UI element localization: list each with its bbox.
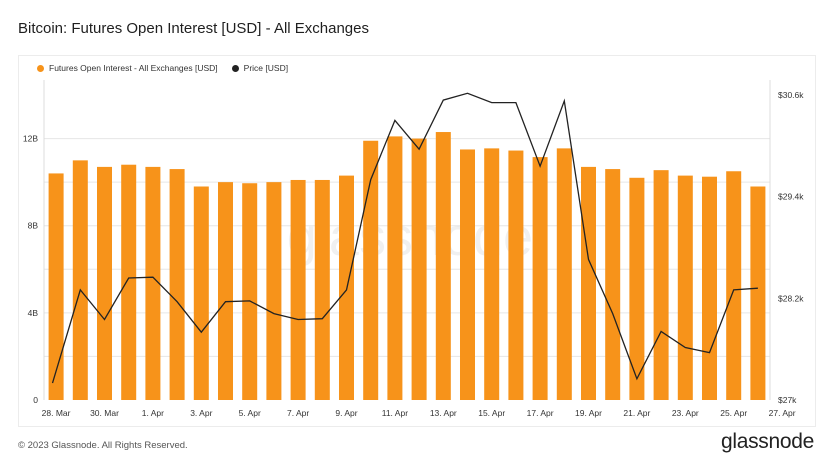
- bar-open-interest: [217, 182, 234, 400]
- bar-open-interest: [484, 148, 500, 400]
- price-line-series: [51, 92, 758, 384]
- y-right-tick-label: $29.4k: [778, 192, 804, 202]
- x-tick-label: 9. Apr: [335, 408, 357, 418]
- x-tick-label: 25. Apr: [720, 408, 747, 418]
- legend-swatch-open-interest: [37, 64, 44, 72]
- legend-item-open-interest[interactable]: Futures Open Interest - All Exchanges [U…: [37, 63, 218, 73]
- bar-open-interest: [96, 166, 113, 400]
- x-tick-label: 23. Apr: [672, 408, 699, 418]
- bar-open-interest: [508, 150, 524, 400]
- y-left-tick-label: 4B: [28, 308, 39, 318]
- bar-open-interest: [580, 166, 597, 400]
- bar-open-interest: [169, 169, 185, 400]
- bar-open-interest: [556, 148, 572, 400]
- bar-open-interest: [459, 149, 476, 400]
- x-tick-label: 30. Mar: [90, 408, 119, 418]
- y-right-tick-label: $28.2k: [778, 293, 804, 303]
- bar-open-interest: [48, 173, 64, 400]
- brand-logo: glassnode: [720, 430, 814, 453]
- bar-open-interest: [387, 136, 403, 400]
- bar-open-interest: [726, 171, 742, 400]
- bar-open-interest: [266, 182, 282, 400]
- copyright-text: © 2023 Glassnode. All Rights Reserved.: [18, 440, 188, 451]
- x-tick-label: 3. Apr: [190, 408, 212, 418]
- bar-open-interest: [435, 132, 451, 401]
- bar-open-interest: [314, 179, 330, 400]
- x-tick-label: 17. Apr: [527, 408, 554, 418]
- x-tick-label: 21. Apr: [623, 408, 650, 418]
- x-tick-label: 1. Apr: [142, 408, 164, 418]
- bar-open-interest: [750, 186, 766, 400]
- x-tick-label: 5. Apr: [239, 408, 261, 418]
- bar-series: [48, 132, 766, 401]
- bar-open-interest: [653, 170, 669, 400]
- legend-swatch-price: [231, 64, 239, 72]
- x-axis: 28. Mar 30. Mar 1. Apr 3. Apr 5. Apr 7. Apr 9.…: [42, 408, 796, 418]
- y-left-tick-label: 0: [33, 395, 38, 405]
- bar-open-interest: [290, 179, 306, 400]
- y-axis-left: 0 4B 8B 12B: [23, 134, 38, 405]
- x-tick-label: 28. Mar: [42, 408, 71, 418]
- grid-lines: [43, 80, 771, 400]
- y-left-tick-label: 12B: [23, 134, 38, 144]
- bar-open-interest: [411, 138, 427, 401]
- y-right-tick-label: $27k: [778, 395, 797, 405]
- legend-label-price: Price [USD]: [243, 63, 289, 73]
- y-left-tick-label: 8B: [28, 221, 39, 231]
- price-line: [51, 92, 758, 384]
- bar-open-interest: [72, 160, 88, 400]
- bar-open-interest: [363, 140, 379, 400]
- page-title: Bitcoin: Futures Open Interest [USD] - A…: [18, 20, 369, 37]
- y-axis-right: $27k $28.2k $29.4k $30.6k: [778, 90, 804, 405]
- bar-open-interest: [629, 177, 645, 400]
- x-tick-label: 15. Apr: [478, 408, 505, 418]
- x-tick-label: 13. Apr: [430, 408, 457, 418]
- bar-open-interest: [677, 175, 693, 400]
- legend-item-price[interactable]: Price [USD]: [231, 63, 289, 73]
- bar-open-interest: [121, 164, 137, 400]
- chart-legend: Futures Open Interest - All Exchanges [U…: [37, 63, 288, 73]
- x-tick-label: 27. Apr: [769, 408, 796, 418]
- bar-open-interest: [605, 169, 621, 400]
- bar-open-interest: [532, 157, 548, 400]
- bar-open-interest: [242, 183, 258, 400]
- x-tick-label: 19. Apr: [575, 408, 602, 418]
- x-tick-label: 11. Apr: [382, 408, 408, 418]
- x-tick-label: 7. Apr: [287, 408, 309, 418]
- bar-open-interest: [193, 186, 209, 400]
- legend-label-open-interest: Futures Open Interest - All Exchanges [U…: [49, 63, 218, 73]
- bar-open-interest: [701, 176, 718, 400]
- y-right-tick-label: $30.6k: [778, 90, 804, 100]
- bar-open-interest: [145, 166, 161, 400]
